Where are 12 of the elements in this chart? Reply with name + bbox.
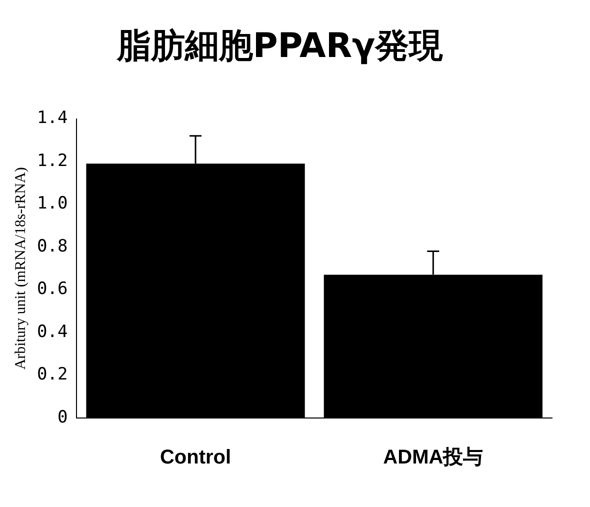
x-tick-label: Control bbox=[160, 446, 232, 469]
x-tick-label: ADMA投与 bbox=[383, 446, 484, 469]
chart-title: 脂肪細胞PPARγ発現 bbox=[116, 26, 444, 66]
y-tick-label: 0.6 bbox=[36, 279, 68, 300]
y-tick-label: 0.2 bbox=[36, 364, 68, 385]
y-tick-label: 1.2 bbox=[36, 150, 68, 171]
y-tick-label: 1.0 bbox=[36, 194, 68, 214]
y-tick-label: 1.4 bbox=[36, 108, 68, 128]
y-tick-label: 0.4 bbox=[36, 322, 68, 342]
y-tick-label: 0.8 bbox=[36, 236, 68, 256]
y-axis-title: Arbitury unit (mRNA/18s-rRNA) bbox=[12, 167, 29, 370]
y-tick-label: 0 bbox=[57, 407, 68, 428]
